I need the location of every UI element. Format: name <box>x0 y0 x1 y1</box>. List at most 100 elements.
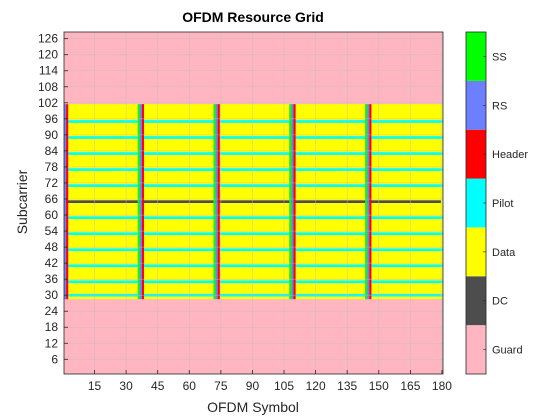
y-tick-label: 42 <box>45 256 59 270</box>
pilot-row <box>371 184 441 187</box>
pilot-row <box>68 152 138 155</box>
pilot-row <box>371 216 441 220</box>
x-tick-label: 60 <box>183 379 197 393</box>
colorbar-label-pilot: Pilot <box>492 198 513 210</box>
colorbar-swatch-pilot <box>466 178 486 228</box>
pilot-row <box>219 264 290 268</box>
x-tick-label: 135 <box>337 379 357 393</box>
x-axis-label: OFDM Symbol <box>207 399 299 415</box>
rs-symbol-column <box>139 104 142 300</box>
pilot-row <box>371 120 441 123</box>
pilot-row <box>68 248 138 252</box>
header-symbol-column <box>66 104 69 300</box>
pilot-row <box>219 216 290 220</box>
dc-row <box>367 200 443 203</box>
pilot-row <box>371 168 441 171</box>
y-tick-label: 120 <box>38 48 58 62</box>
rs-symbol-column <box>215 104 218 300</box>
ss-symbol-column <box>213 104 216 300</box>
x-axis-ticks: 15 30 45 60 75 90 105 120 135 150 165 180 <box>88 370 452 393</box>
ss-symbol-column <box>289 104 292 300</box>
pilot-row <box>68 232 138 236</box>
pilot-row <box>371 264 441 268</box>
pilot-row <box>219 120 290 123</box>
dc-row <box>64 200 140 203</box>
colorbar-label-dc: DC <box>492 296 508 308</box>
pilot-row <box>219 248 290 252</box>
pilot-row <box>144 120 214 123</box>
pilot-row <box>295 136 366 139</box>
x-tick-label: 105 <box>274 379 294 393</box>
pilot-row <box>371 232 441 236</box>
chart-title: OFDM Resource Grid <box>182 9 324 25</box>
rs-symbol-column <box>64 104 67 300</box>
y-tick-label: 18 <box>45 320 59 334</box>
x-tick-label: 180 <box>432 379 452 393</box>
pilot-row <box>144 184 214 187</box>
header-symbol-column <box>141 104 145 300</box>
x-tick-label: 150 <box>369 379 389 393</box>
y-tick-label: 66 <box>45 192 59 206</box>
pilot-row <box>144 264 214 268</box>
pilot-row <box>295 216 366 220</box>
y-axis-label: Subcarrier <box>14 169 30 234</box>
pilot-row <box>295 184 366 187</box>
colorbar-label-guard: Guard <box>492 345 523 357</box>
x-tick-label: 165 <box>400 379 420 393</box>
pilot-row <box>144 216 214 220</box>
pilot-row <box>295 248 366 252</box>
pilot-row <box>219 152 290 155</box>
rs-symbol-column <box>291 104 294 300</box>
colorbar-swatch-dc <box>466 276 486 326</box>
pilot-row <box>219 232 290 236</box>
x-tick-label: 75 <box>214 379 228 393</box>
pilot-row <box>68 280 138 284</box>
x-tick-label: 90 <box>246 379 260 393</box>
colorbar-swatch-header <box>466 129 486 179</box>
pilot-row <box>371 136 441 139</box>
pilot-row <box>371 248 441 252</box>
pilot-row <box>295 152 366 155</box>
pilot-row <box>219 168 290 171</box>
y-tick-label: 96 <box>45 112 59 126</box>
y-tick-label: 126 <box>38 32 58 46</box>
y-tick-label: 108 <box>38 80 58 94</box>
header-symbol-column <box>217 104 220 300</box>
pilot-row <box>295 168 366 171</box>
pilot-row <box>68 168 138 171</box>
pilot-row <box>371 280 441 284</box>
y-tick-label: 36 <box>45 272 59 286</box>
pilot-row <box>371 152 441 155</box>
pilot-row <box>144 232 214 236</box>
resource-grid-plot-area <box>64 32 443 374</box>
y-tick-label: 6 <box>51 352 58 366</box>
y-tick-label: 48 <box>45 240 59 254</box>
pilot-row <box>144 248 214 252</box>
pilot-row <box>68 216 138 220</box>
pilot-row <box>68 184 138 187</box>
pilot-row <box>219 184 290 187</box>
y-tick-label: 30 <box>45 288 59 302</box>
y-tick-label: 78 <box>45 160 59 174</box>
colorbar-label-ss: SS <box>492 51 507 63</box>
pilot-row <box>68 120 138 123</box>
y-tick-label: 54 <box>45 224 59 238</box>
y-tick-label: 12 <box>45 336 59 350</box>
colorbar-label-rs: RS <box>492 100 507 112</box>
ss-symbol-column <box>137 104 140 300</box>
ss-symbol-column <box>365 104 368 300</box>
pilot-row <box>295 232 366 236</box>
header-symbol-column <box>293 104 296 300</box>
pilot-row <box>144 280 214 284</box>
colorbar-label-data: Data <box>492 247 516 259</box>
colorbar-frame <box>465 31 487 375</box>
colorbar-label-header: Header <box>492 149 528 161</box>
x-tick-label: 30 <box>119 379 133 393</box>
y-tick-label: 102 <box>38 96 58 110</box>
y-tick-label: 24 <box>45 304 59 318</box>
pilot-row <box>144 152 214 155</box>
x-tick-label: 15 <box>88 379 102 393</box>
pilot-row <box>144 136 214 139</box>
pilot-row <box>295 280 366 284</box>
rs-symbol-column <box>367 104 370 300</box>
